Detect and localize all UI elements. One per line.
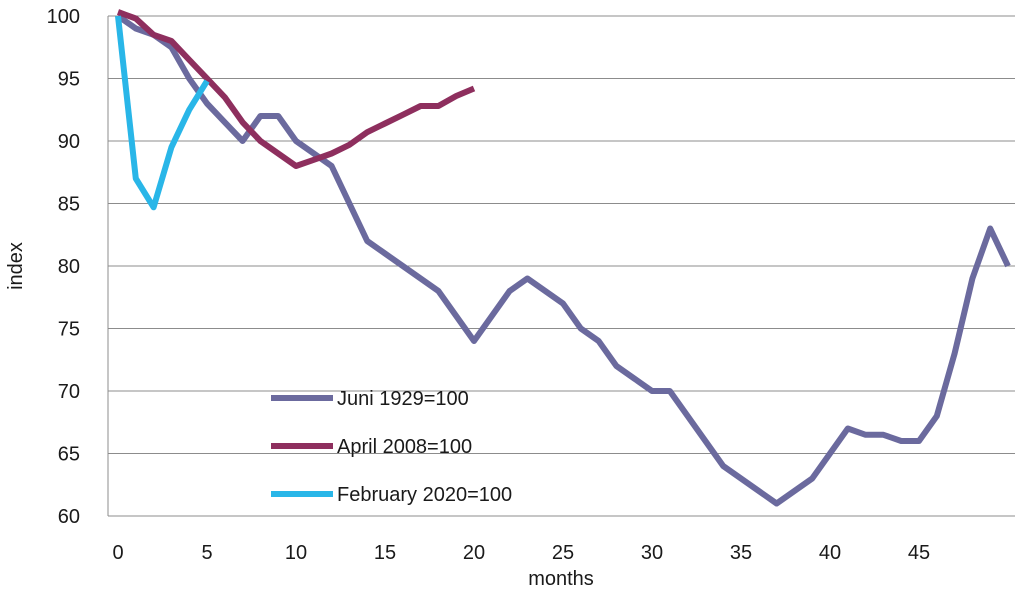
- gridlines: [108, 15, 1015, 517]
- y-tick-label: 95: [58, 69, 80, 91]
- y-tick-label: 65: [58, 444, 80, 466]
- x-tick-label: 40: [819, 542, 841, 564]
- series-line-1: [116, 13, 1011, 507]
- y-tick-label: 70: [58, 381, 80, 403]
- x-tick-label: 10: [285, 542, 307, 564]
- x-tick-labels: 0 5 10 15 20 25 30 35 40 45: [112, 542, 930, 564]
- x-tick-label: 0: [112, 542, 123, 564]
- x-tick-label: 35: [730, 542, 752, 564]
- x-tick-label: 30: [641, 542, 663, 564]
- series-line-2: [116, 9, 476, 169]
- y-axis-title: index: [5, 242, 27, 290]
- x-tick-label: 20: [463, 542, 485, 564]
- x-tick-label: 45: [908, 542, 930, 564]
- y-tick-label: 90: [58, 131, 80, 153]
- y-tick-label: 100: [47, 6, 80, 28]
- legend-label-1: Juni 1929=100: [337, 388, 469, 410]
- legend: Juni 1929=100 April 2008=100 February 2020…: [271, 388, 512, 506]
- x-tick-label: 15: [374, 542, 396, 564]
- y-tick-label: 75: [58, 319, 80, 341]
- y-tick-label: 60: [58, 506, 80, 528]
- x-tick-label: 25: [552, 542, 574, 564]
- series-lines: [115, 9, 1011, 507]
- legend-label-3: February 2020=100: [337, 484, 512, 506]
- y-tick-label: 85: [58, 194, 80, 216]
- y-tick-labels: 60 65 70 75 80 85 90 95 100: [47, 6, 80, 528]
- x-axis-title: months: [528, 568, 594, 590]
- legend-label-2: April 2008=100: [337, 436, 472, 458]
- series-line-3: [115, 15, 210, 211]
- y-tick-label: 80: [58, 256, 80, 278]
- x-tick-label: 5: [201, 542, 212, 564]
